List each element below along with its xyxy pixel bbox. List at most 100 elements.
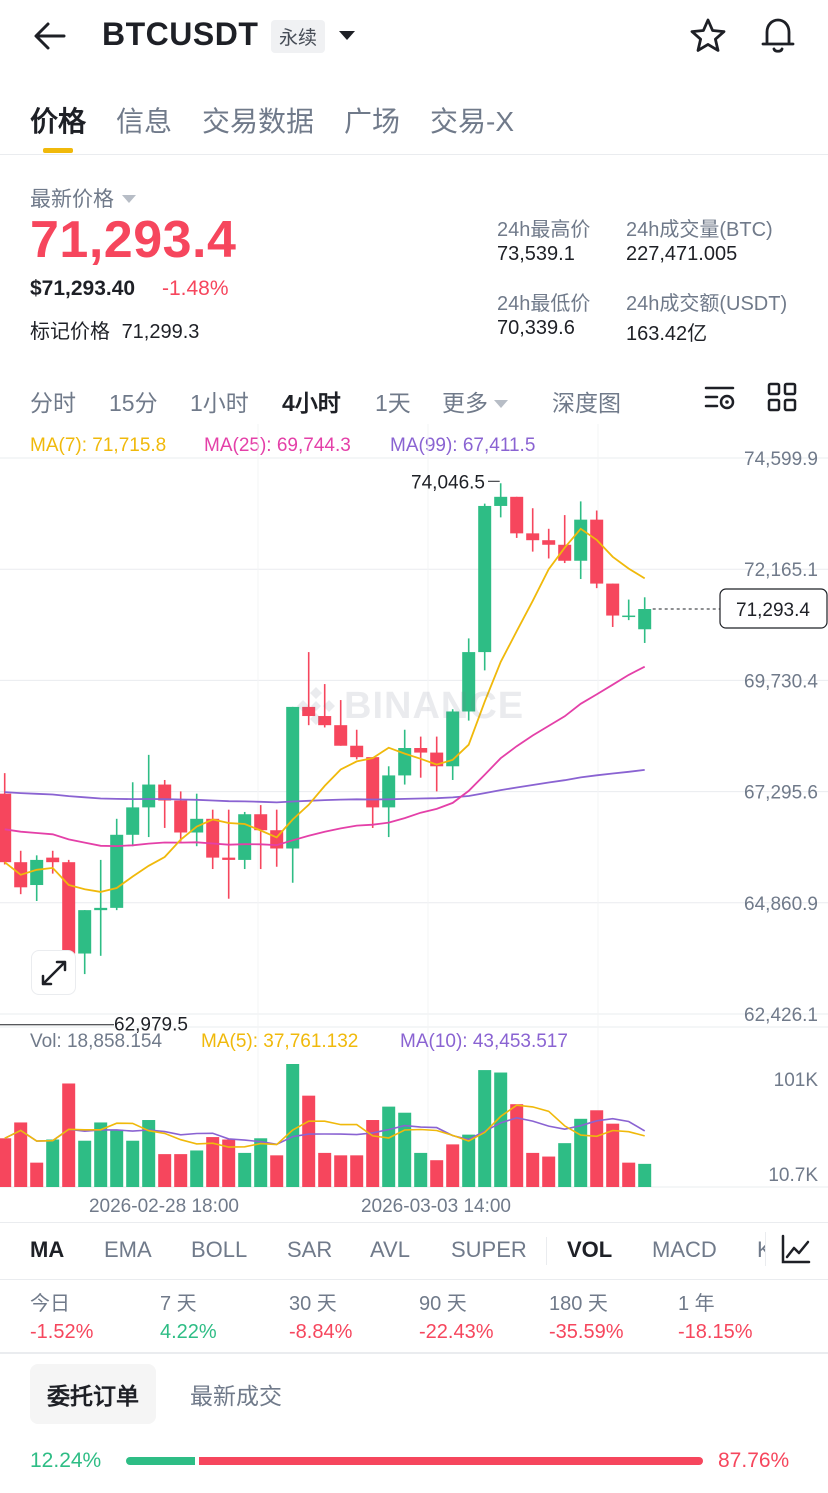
ma99-line (4, 769, 645, 804)
indicator-avl[interactable]: AVL (370, 1237, 410, 1262)
indicator-top-divider (0, 1222, 828, 1223)
timeframe-1d[interactable]: 1天 (375, 390, 411, 416)
perf-value-today: -1.52% (30, 1321, 94, 1343)
volume-bar (462, 1134, 476, 1187)
volume-bar (542, 1156, 556, 1187)
volume-bar (254, 1138, 268, 1187)
caret-down-icon (122, 195, 137, 203)
volume-bar (398, 1112, 412, 1187)
timeframe-4h[interactable]: 4小时 (282, 390, 341, 416)
volume-bar (366, 1120, 380, 1187)
candle-body (366, 757, 380, 808)
indicator-bottom-divider (0, 1279, 828, 1280)
back-button[interactable] (28, 16, 72, 56)
candlestick-chart[interactable]: 74,599.9 72,165.1 69,730.4 67,295.6 64,860.9… (0, 424, 828, 1220)
candle-body (606, 583, 620, 616)
indicator-settings-button[interactable] (780, 1233, 812, 1265)
volume-axis-tick: 101K (774, 1070, 819, 1091)
arrow-left-icon (34, 22, 66, 50)
perf-divider (0, 1352, 828, 1354)
favorite-button[interactable] (688, 16, 728, 56)
candle-body (494, 496, 508, 506)
indicator-macd[interactable]: MACD (652, 1237, 717, 1262)
candle-body (302, 706, 316, 717)
perf-value-30d: -8.84% (289, 1321, 353, 1343)
candle-body (238, 814, 252, 860)
low-24h-value: 70,339.6 (497, 317, 575, 339)
volume-btc-value: 227,471.005 (626, 243, 738, 265)
volume-bar (174, 1154, 188, 1187)
symbol-dropdown-button[interactable] (335, 24, 361, 46)
perf-label-1y: 1 年 (678, 1293, 715, 1315)
candle-body (0, 793, 12, 863)
indicator-ma[interactable]: MA (30, 1237, 65, 1262)
usd-price: $71,293.40 (30, 277, 136, 300)
perf-label-7d: 7 天 (160, 1293, 197, 1315)
chart-settings-button[interactable] (703, 380, 737, 414)
volume-btc-label: 24h成交量(BTC) (626, 219, 773, 241)
volume-bar (334, 1155, 348, 1187)
tabs-divider (0, 154, 828, 155)
tab-order-book[interactable]: 委托订单 (30, 1364, 156, 1424)
timeframe-1h[interactable]: 1小时 (190, 390, 249, 416)
layout-grid-button[interactable] (766, 381, 798, 413)
high-marker-label: 74,046.5 (411, 472, 485, 493)
indicator-kdj[interactable]: K (757, 1237, 765, 1262)
watermark-text: BINANCE (344, 684, 525, 727)
indicator-separator (546, 1237, 547, 1265)
volume-bar (494, 1072, 508, 1187)
perf-value-180d: -35.59% (549, 1321, 624, 1343)
indicator-vol[interactable]: VOL (567, 1237, 613, 1262)
current-price-label: 71,293.4 (736, 600, 810, 621)
volume-bar (62, 1083, 76, 1187)
price-axis-tick: 69,730.4 (744, 671, 818, 692)
tab-trading-data[interactable]: 交易数据 (202, 106, 315, 137)
alert-button[interactable] (758, 14, 798, 56)
tab-square[interactable]: 广场 (344, 106, 401, 137)
candle-body (462, 652, 476, 712)
volume-bar (590, 1110, 604, 1187)
timeframe-line[interactable]: 分时 (30, 390, 76, 416)
volume-bar (350, 1155, 364, 1187)
indicator-ema[interactable]: EMA (104, 1237, 152, 1262)
timeframe-15m[interactable]: 15分 (109, 390, 158, 416)
volume-bar (382, 1106, 396, 1187)
timeframe-more[interactable]: 更多 (442, 384, 510, 418)
mark-price-label: 标记价格 (30, 321, 110, 343)
volume-bar (30, 1162, 44, 1187)
volume-ma5-legend: MA(5): 37,761.132 (201, 1031, 359, 1052)
volume-bar (46, 1139, 60, 1187)
tab-trade-x[interactable]: 交易-X (430, 106, 515, 137)
candle-body (126, 807, 140, 835)
volume-usdt-value: 163.42亿 (626, 323, 708, 345)
binance-watermark: BINANCE (294, 684, 524, 728)
volume-bar (446, 1144, 460, 1187)
tab-info[interactable]: 信息 (116, 106, 173, 137)
mark-price-row: 标记价格 71,299.3 (30, 315, 199, 344)
ratio-bar (126, 1457, 703, 1465)
time-axis-label: 2026-03-03 14:00 (361, 1196, 511, 1217)
caret-down-icon (494, 400, 509, 408)
grid-icon (767, 382, 797, 412)
tab-recent-trades[interactable]: 最新成交 (190, 1383, 282, 1409)
volume-ma10-line (4, 1116, 646, 1146)
perpetual-badge: 永续 (271, 20, 326, 53)
fullscreen-button[interactable] (31, 950, 76, 995)
buy-ratio-bar (126, 1457, 195, 1465)
last-price-label[interactable]: 最新价格 (30, 183, 138, 213)
candle-body (542, 540, 556, 545)
indicator-boll[interactable]: BOLL (191, 1237, 248, 1262)
candle-body (62, 862, 76, 954)
volume-bar (318, 1152, 332, 1187)
indicator-sar[interactable]: SAR (287, 1237, 333, 1262)
timeframe-depth[interactable]: 深度图 (552, 390, 621, 416)
mark-price-value: 71,299.3 (121, 321, 200, 343)
perf-value-1y: -18.15% (678, 1321, 753, 1343)
indicator-super[interactable]: SUPER (451, 1237, 527, 1262)
perf-value-90d: -22.43% (419, 1321, 494, 1343)
symbol-title[interactable]: BTCUSDT (102, 16, 259, 52)
binance-logo-icon (297, 687, 335, 725)
tab-price[interactable]: 价格 (30, 106, 87, 137)
volume-ma5-line (4, 1104, 645, 1148)
volume-bar (638, 1163, 652, 1187)
